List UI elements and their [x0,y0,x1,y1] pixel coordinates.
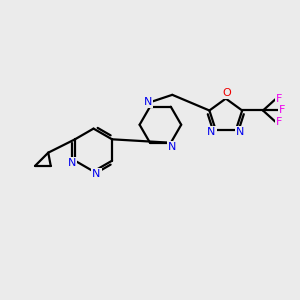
Text: N: N [236,127,244,136]
Text: F: F [276,94,282,103]
Text: F: F [276,117,282,128]
Text: O: O [222,88,231,98]
Text: N: N [207,127,216,136]
Text: N: N [92,169,101,179]
Text: N: N [68,158,76,168]
Text: N: N [143,97,152,107]
Text: N: N [168,142,176,152]
Text: F: F [279,106,285,116]
